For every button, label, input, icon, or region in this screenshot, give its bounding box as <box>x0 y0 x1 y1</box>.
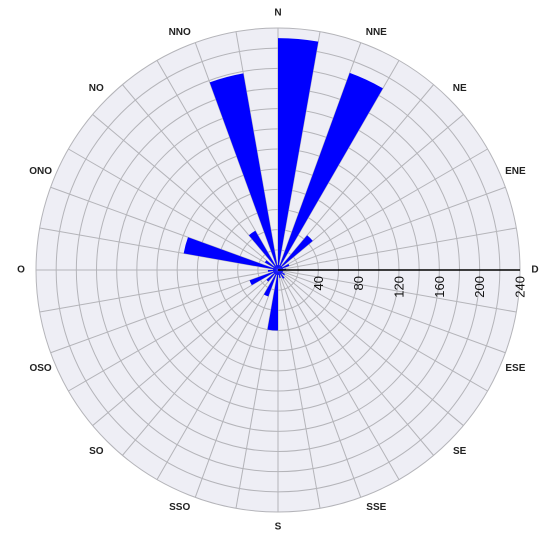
grid-spoke <box>277 31 321 271</box>
direction-label: NE <box>453 83 467 94</box>
rose-bar <box>278 235 313 270</box>
rose-bar <box>249 270 278 286</box>
radial-tick-label: 200 <box>472 276 487 298</box>
direction-label: ONO <box>29 166 52 177</box>
rose-bar <box>209 73 278 270</box>
rose-bar <box>273 270 278 272</box>
radial-tick-label: 40 <box>311 276 326 290</box>
direction-label: ENE <box>505 166 526 177</box>
radial-tick-label: 160 <box>432 276 447 298</box>
grid-spoke <box>194 269 279 498</box>
grid-spoke <box>50 186 279 271</box>
direction-label: NO <box>89 83 104 94</box>
rose-bar <box>248 230 278 270</box>
radial-tick-label: 120 <box>392 276 407 298</box>
grid-spoke <box>194 42 279 271</box>
direction-label: NNO <box>169 27 191 38</box>
rose-bar <box>264 260 278 270</box>
rose-bar <box>278 266 283 270</box>
rose-bar <box>278 270 281 275</box>
rose-bar <box>273 270 278 274</box>
rose-bar <box>272 269 278 270</box>
grid-spoke <box>277 269 464 426</box>
direction-label: NNE <box>366 27 387 38</box>
grid-spoke <box>39 269 279 313</box>
grid-spoke <box>68 269 279 392</box>
grid-spoke <box>277 269 517 313</box>
direction-label: SO <box>89 446 104 457</box>
rose-bar <box>278 38 319 270</box>
direction-label: ESE <box>505 363 525 374</box>
rose-bar <box>277 264 278 270</box>
direction-label: SSO <box>169 502 190 513</box>
grid-spoke <box>68 148 279 271</box>
rose-bar <box>278 270 282 274</box>
grid-spoke <box>277 84 434 271</box>
direction-label: SSE <box>366 502 386 513</box>
rose-bar <box>278 270 285 276</box>
rose-bar <box>273 267 278 270</box>
grid-spoke <box>277 269 434 456</box>
grid-spoke <box>277 186 506 271</box>
grid-spoke <box>277 269 400 480</box>
rose-bars <box>183 38 383 331</box>
rose-bar <box>278 265 280 270</box>
rose-bar <box>278 265 282 270</box>
rose-bar <box>263 270 278 297</box>
grid-spoke <box>277 269 321 509</box>
grid-spoke <box>50 269 279 354</box>
rose-bar <box>278 72 383 270</box>
direction-label: OSO <box>29 363 51 374</box>
grid-spoke <box>277 269 506 354</box>
grid-spoke <box>277 148 488 271</box>
radial-tick-labels: 40 80 120 160 200 240 <box>311 276 528 298</box>
rose-bar <box>274 270 278 275</box>
direction-label: S <box>275 522 282 533</box>
rose-bar <box>278 263 290 270</box>
rose-bar <box>278 270 281 278</box>
grid-spoke <box>156 60 279 271</box>
rose-bar <box>275 265 278 270</box>
grid-spoke <box>156 269 279 480</box>
rose-bar <box>276 270 278 275</box>
grid-spoke <box>92 269 279 426</box>
grid-spoke <box>92 114 279 271</box>
direction-label: O <box>17 265 25 276</box>
direction-labels: N NNE NE ENE D ESE SE SSE S SSO SO OSO O ONO NO NNO <box>17 8 539 533</box>
grid-spoke <box>235 31 279 271</box>
grid-spoke <box>277 227 517 271</box>
rose-bar <box>183 237 278 270</box>
grid-spoke <box>277 269 362 498</box>
grid-spoke <box>277 269 488 392</box>
rose-bar <box>278 270 279 276</box>
grid-spoke <box>122 269 279 456</box>
rose-bar <box>266 270 278 282</box>
direction-label: SE <box>453 446 467 457</box>
angular-grid-spokes <box>36 28 520 512</box>
grid-spoke <box>277 114 464 271</box>
rose-bar <box>267 270 278 331</box>
radial-tick-label: 240 <box>513 276 528 298</box>
rose-bar <box>274 266 278 270</box>
rose-bar <box>267 270 278 272</box>
rose-bar <box>278 270 285 279</box>
direction-label: D <box>531 265 538 276</box>
direction-label: N <box>274 8 281 19</box>
radial-tick-label: 80 <box>351 276 366 290</box>
